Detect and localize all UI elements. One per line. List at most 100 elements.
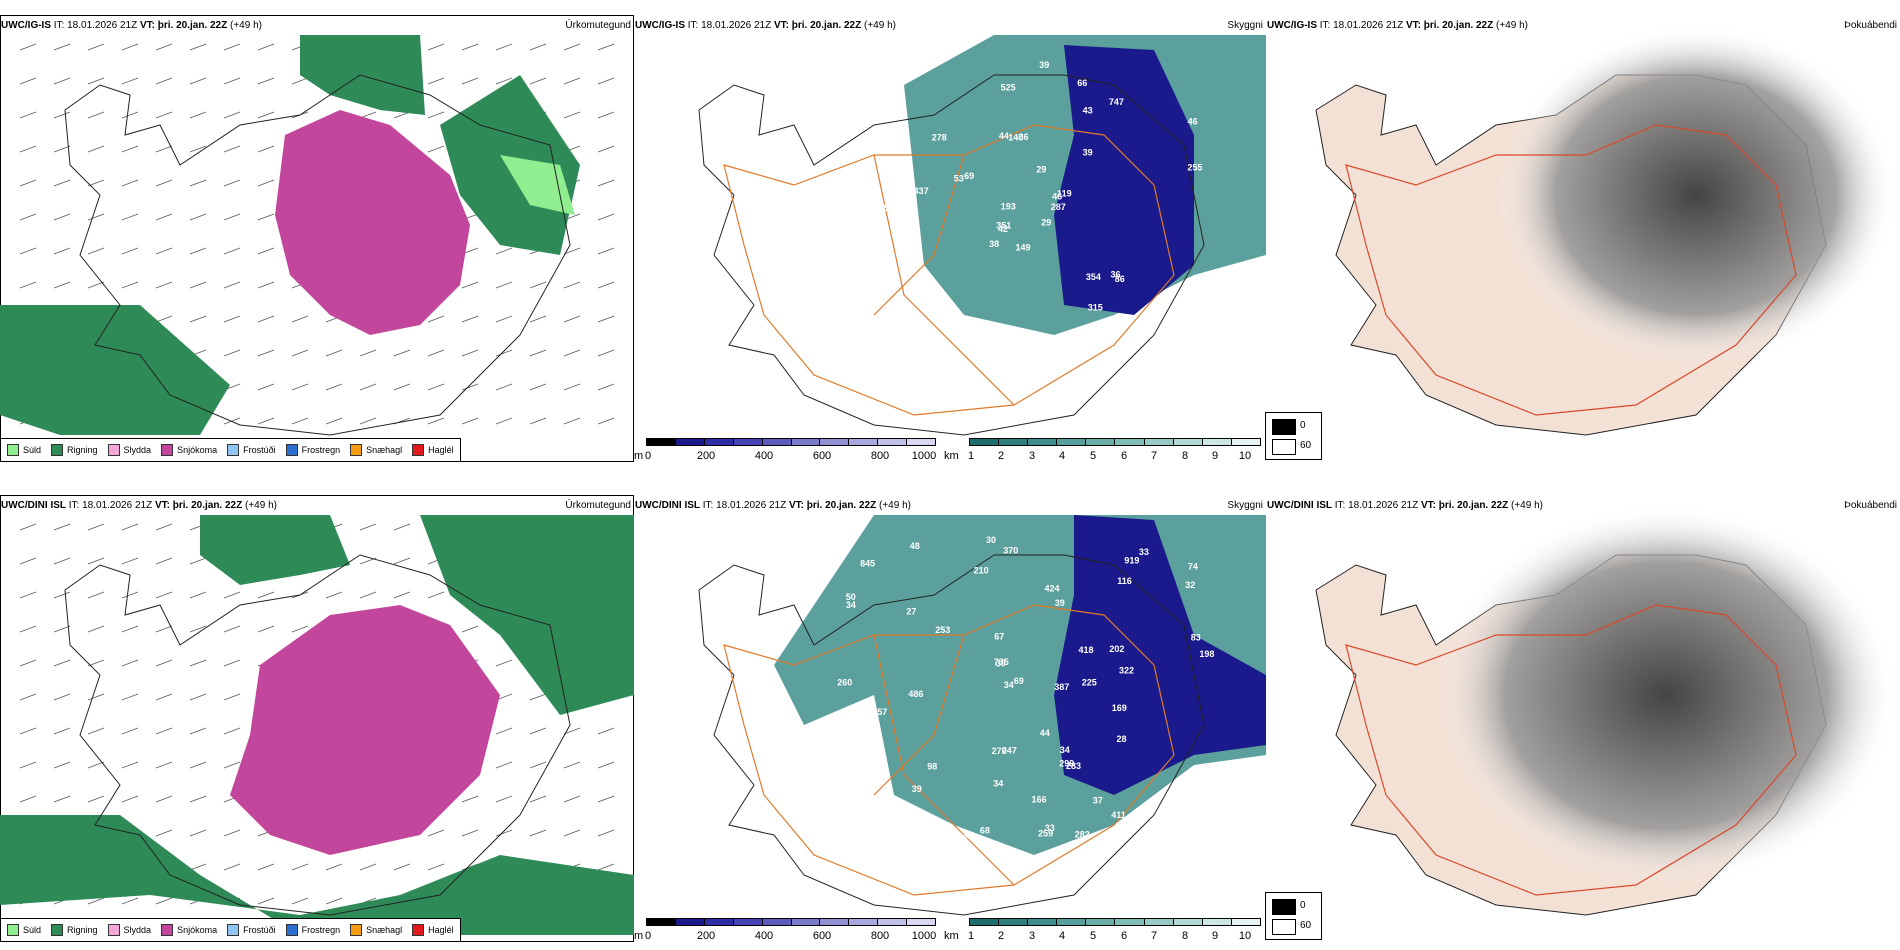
wind-barb — [19, 43, 37, 51]
ceiling-label: 253 — [935, 625, 950, 635]
wind-barb — [53, 761, 71, 769]
wind-barb — [495, 659, 513, 667]
wind-barb — [325, 897, 343, 905]
wind-barb — [495, 761, 513, 769]
product-title: Skyggni — [1227, 20, 1263, 31]
iceland-coastline — [698, 554, 1205, 916]
ceiling-label: 118 — [891, 315, 906, 325]
wind-barb — [495, 829, 513, 837]
wind-barb — [427, 863, 445, 871]
wind-barb — [121, 557, 139, 565]
wind-barb — [257, 145, 275, 153]
wind-barb — [529, 383, 547, 391]
legend-item: Frostúði — [227, 444, 276, 456]
iceland-coastline — [698, 74, 1205, 436]
wind-barb — [257, 383, 275, 391]
ceiling-label: 69 — [1014, 676, 1024, 686]
wind-barb — [87, 795, 105, 803]
wind-barb — [529, 727, 547, 735]
ceiling-label: 27 — [906, 606, 916, 616]
ceiling-label: 424 — [1045, 584, 1060, 594]
wind-barb — [461, 349, 479, 357]
wind-barb — [53, 213, 71, 221]
wind-barb — [87, 247, 105, 255]
legend-item: Frostúði — [227, 924, 276, 936]
wind-barb — [325, 349, 343, 357]
wind-barb — [121, 43, 139, 51]
panel-title: UWC/IG-IS IT: 18.01.2026 21Z VT: þri. 20… — [635, 20, 896, 31]
wind-barb — [155, 659, 173, 667]
wind-barb — [257, 417, 275, 425]
wind-barb — [223, 179, 241, 187]
wind-barb — [563, 761, 581, 769]
ceiling-label: 31 — [915, 833, 925, 843]
wind-barb — [563, 829, 581, 837]
ceiling-label: 242 — [996, 337, 1011, 347]
wind-barb — [189, 77, 207, 85]
wind-barb — [223, 625, 241, 633]
ceiling-label: 32 — [1185, 580, 1195, 590]
wind-barb — [529, 795, 547, 803]
product-title: Þokuábendi — [1844, 500, 1897, 511]
ceiling-label: 46 — [1188, 116, 1198, 126]
panel-title: UWC/DINI ISL IT: 18.01.2026 21Z VT: þri.… — [1, 500, 277, 511]
wind-barb — [155, 43, 173, 51]
wind-barb — [461, 315, 479, 323]
wind-barb — [53, 523, 71, 531]
wind-barb — [19, 281, 37, 289]
wind-barb — [121, 281, 139, 289]
wind-barb — [121, 625, 139, 633]
wind-barb — [53, 179, 71, 187]
wind-barb — [291, 897, 309, 905]
ceiling-label: 411 — [837, 174, 852, 184]
wind-barb — [53, 659, 71, 667]
wind-barb — [87, 693, 105, 701]
wind-barb — [529, 77, 547, 85]
wind-barb — [189, 43, 207, 51]
ceiling-label: 48 — [910, 541, 920, 551]
wind-barb — [223, 417, 241, 425]
ceiling-label: 33 — [1139, 547, 1149, 557]
ceiling-label: 46 — [1052, 192, 1062, 202]
wind-barb — [87, 213, 105, 221]
road-network — [723, 604, 1175, 896]
wind-barb — [393, 863, 411, 871]
precip-type-panel-top: UWC/IG-IS IT: 18.01.2026 21Z VT: þri. 20… — [0, 15, 634, 462]
wind-barb — [257, 625, 275, 633]
wind-barb — [427, 145, 445, 153]
rain-area-sw — [0, 305, 230, 435]
wind-barb — [189, 795, 207, 803]
wind-barb — [53, 77, 71, 85]
ceiling-label: 149 — [1016, 243, 1031, 253]
ceiling-label: 120 — [836, 810, 851, 820]
ceiling-label: 44 — [999, 131, 1009, 141]
wind-barb — [189, 625, 207, 633]
wind-barb — [189, 145, 207, 153]
wind-barb — [53, 795, 71, 803]
wind-barb — [19, 247, 37, 255]
ceiling-label: 259 — [1038, 829, 1053, 839]
ceiling-label: 228 — [933, 377, 948, 387]
snow-area — [230, 605, 500, 855]
wind-barb — [87, 591, 105, 599]
wind-barb — [597, 315, 615, 323]
wind-barb — [291, 349, 309, 357]
visibility-panel-bottom: 260 370 202 74 50 63 57 39 67 33 69 28 30 34 27 39 33 31 4… — [634, 495, 1266, 942]
wind-barb — [53, 557, 71, 565]
ceiling-label: 287 — [1051, 202, 1066, 212]
wind-barb — [427, 829, 445, 837]
wind-barb — [325, 383, 343, 391]
wind-barb — [461, 383, 479, 391]
legend-item: Slydda — [107, 444, 151, 456]
wind-barb — [427, 417, 445, 425]
fog-map — [1315, 505, 1896, 916]
wind-barb — [427, 77, 445, 85]
wind-barb — [495, 795, 513, 803]
wind-barb — [189, 557, 207, 565]
panel-title: UWC/DINI ISL IT: 18.01.2026 21Z VT: þri.… — [635, 500, 911, 511]
ceiling-label: 387 — [1054, 682, 1069, 692]
ceiling-label: 118 — [1152, 381, 1167, 391]
wind-barb — [19, 523, 37, 531]
wind-barb — [87, 557, 105, 565]
ceiling-label: 225 — [1082, 678, 1097, 688]
